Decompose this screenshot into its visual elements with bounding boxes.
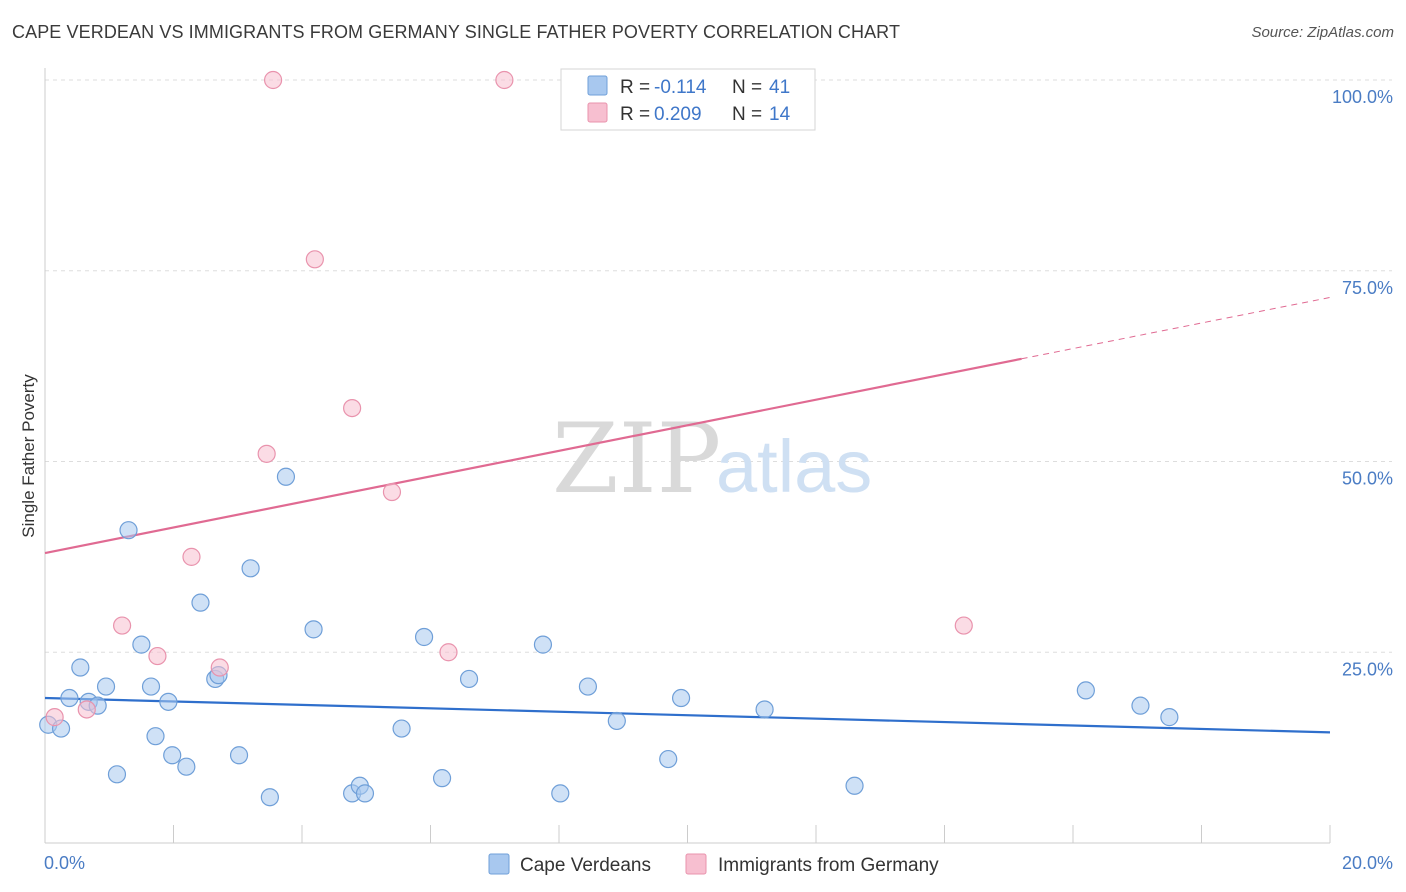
- legend-r-value-2: 0.209: [654, 104, 702, 125]
- legend-n-value-2: 14: [769, 104, 791, 125]
- point-cape-verdean-14: [163, 746, 182, 765]
- point-germany-9: [305, 250, 324, 269]
- point-cape-verdean-32: [551, 784, 570, 803]
- trendlines: [44, 296, 1331, 734]
- trendline-germany-extension: [1021, 296, 1331, 360]
- source-credit: Source: ZipAtlas.com: [1251, 24, 1394, 41]
- point-cape-verdean-31: [533, 635, 553, 654]
- x-tick-label-min: 0.0%: [44, 853, 85, 873]
- point-germany-12: [439, 643, 458, 662]
- chart-title: CAPE VERDEAN VS IMMIGRANTS FROM GERMANY …: [12, 22, 901, 42]
- point-cape-verdean-3: [60, 688, 79, 708]
- legend-r-label-2: R =: [620, 104, 650, 125]
- point-germany-5: [182, 547, 201, 566]
- legend-box: R = -0.114 N = 41 R = 0.209 N = 14: [560, 68, 816, 131]
- point-cape-verdean-28: [414, 627, 434, 647]
- legend-swatch-pink: [587, 102, 608, 123]
- trendline-germany: [44, 357, 1022, 555]
- point-germany-4: [148, 646, 167, 666]
- point-cape-verdean-34: [607, 711, 626, 731]
- point-cape-verdean-10: [132, 635, 151, 654]
- point-germany-7: [257, 444, 276, 463]
- legend-r-label-1: R =: [620, 77, 650, 98]
- y-tick-label-75: 75.0%: [1342, 278, 1393, 298]
- point-cape-verdean-29: [432, 769, 452, 788]
- point-cape-verdean-13: [159, 692, 178, 711]
- point-cape-verdean-12: [146, 727, 165, 746]
- y-tick-label-100: 100.0%: [1332, 87, 1393, 107]
- point-germany-2: [77, 700, 96, 719]
- watermark-atlas: atlas: [716, 425, 872, 508]
- watermark: ZIP atlas: [552, 403, 872, 515]
- point-cape-verdean-23: [304, 620, 323, 639]
- legend-n-label-2: N =: [732, 104, 762, 125]
- point-cape-verdean-20: [241, 559, 260, 578]
- point-germany-3: [112, 616, 132, 635]
- point-germany-14: [954, 616, 973, 635]
- trendline-cape-verdean: [44, 696, 1331, 734]
- point-cape-verdean-11: [141, 677, 161, 696]
- point-germany-8: [263, 70, 283, 90]
- point-cape-verdean-35: [659, 749, 678, 769]
- point-germany-11: [382, 482, 402, 502]
- point-cape-verdean-37: [755, 700, 774, 719]
- bottom-legend-label-immigrants-germany: Immigrants from Germany: [718, 855, 939, 876]
- point-cape-verdean-30: [459, 669, 479, 689]
- y-tick-label-50: 50.0%: [1342, 469, 1393, 489]
- point-cape-verdean-27: [392, 719, 411, 738]
- point-cape-verdean-8: [107, 765, 127, 784]
- bottom-legend-label-cape-verdeans: Cape Verdeans: [520, 855, 651, 876]
- point-cape-verdean-19: [229, 746, 249, 765]
- watermark-zip: ZIP: [552, 403, 721, 515]
- point-cape-verdean-7: [96, 677, 116, 696]
- point-cape-verdean-33: [578, 677, 598, 696]
- point-cape-verdean-4: [71, 658, 90, 677]
- point-cape-verdean-40: [1131, 696, 1150, 715]
- point-cape-verdean-36: [671, 688, 691, 708]
- x-tick-label-max: 20.0%: [1342, 853, 1393, 873]
- point-germany-13: [495, 70, 514, 90]
- point-cape-verdean-41: [1160, 708, 1179, 727]
- point-germany-6: [210, 658, 229, 677]
- legend-r-value-1: -0.114: [654, 77, 707, 98]
- point-germany-10: [343, 398, 362, 418]
- axis-labels: 25.0% 50.0% 75.0% 100.0% 0.0% 20.0% Single Fat…: [19, 87, 1393, 873]
- y-tick-label-25: 25.0%: [1342, 659, 1393, 679]
- point-cape-verdean-16: [191, 593, 210, 612]
- bottom-legend-swatch-pink: [685, 853, 707, 875]
- point-cape-verdean-9: [119, 521, 138, 540]
- point-cape-verdean-22: [276, 467, 296, 486]
- point-cape-verdean-26: [355, 784, 375, 803]
- point-cape-verdean-38: [845, 776, 864, 795]
- y-axis-title: Single Father Poverty: [19, 374, 38, 538]
- point-cape-verdean-39: [1076, 681, 1095, 700]
- data-points: [39, 70, 1179, 807]
- bottom-legend-swatch-blue: [488, 853, 510, 875]
- legend-n-value-1: 41: [769, 77, 790, 98]
- legend-swatch-blue: [587, 75, 608, 96]
- axes: [44, 68, 1331, 844]
- point-cape-verdean-15: [177, 757, 196, 776]
- legend-n-label-1: N =: [732, 77, 762, 98]
- point-germany-1: [45, 708, 64, 727]
- point-cape-verdean-21: [260, 788, 279, 807]
- bottom-legend: Cape Verdeans Immigrants from Germany: [488, 853, 939, 876]
